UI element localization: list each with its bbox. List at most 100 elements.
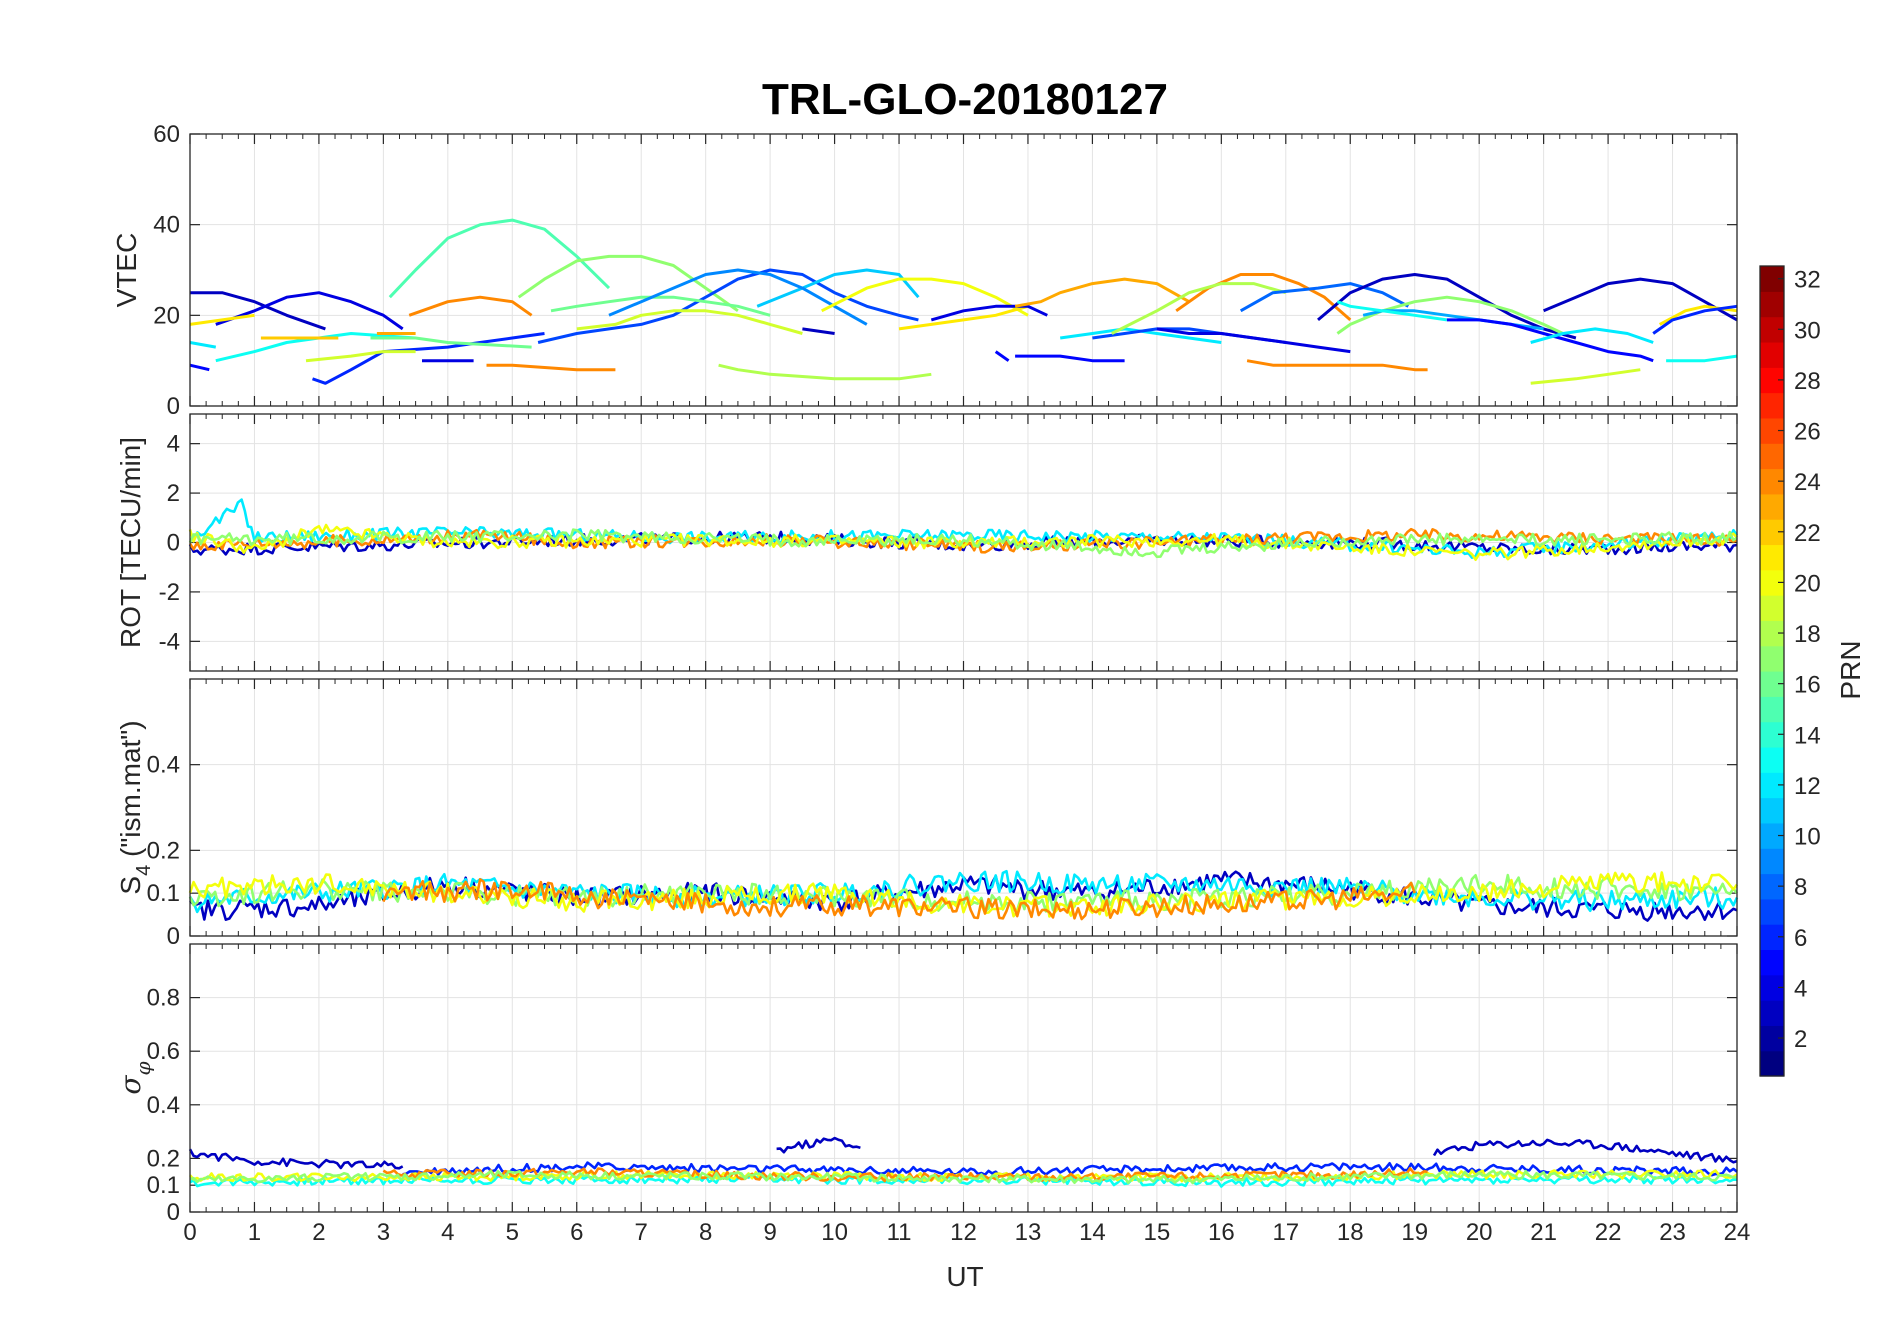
y-tick-label: 0.4 [147, 752, 180, 779]
series-line-prn-12 [189, 341, 217, 349]
colorbar-swatch [1760, 797, 1784, 824]
colorbar-tick-label: 32 [1794, 267, 1821, 294]
series-line-prn-21 [898, 304, 1029, 331]
x-tick-label: 2 [312, 1219, 325, 1246]
series-line-prn-5 [1015, 354, 1125, 363]
series-line-prn-17 [517, 254, 739, 313]
series-line-prn-20 [821, 277, 1029, 317]
panel-rot: -4 -2 0 2 4 ROT [TECU/min] [115, 413, 1739, 672]
colorbar-swatch [1760, 493, 1784, 520]
y-tick-label: 0.1 [147, 880, 180, 907]
series-line-prn-17 [188, 873, 1739, 913]
series-line-prn-17 [189, 1169, 1738, 1185]
x-tick-label: 17 [1272, 1219, 1299, 1246]
x-tick-label: 0 [183, 1219, 196, 1246]
x-tick-label: 5 [506, 1219, 519, 1246]
y-tick-label: 40 [153, 212, 180, 239]
colorbar-tick-label: 18 [1794, 621, 1821, 648]
series-line-prn-3 [802, 327, 835, 335]
series-line-prn-24 [382, 1167, 1428, 1183]
colorbar-swatch [1760, 392, 1784, 419]
colorbar-swatch [1760, 848, 1784, 875]
series-line-prn-4 [1156, 327, 1351, 354]
series-line-prn-13 [1666, 354, 1738, 363]
chart-title: TRL-GLO-20180127 [762, 75, 1168, 124]
series-line-prn-17 [1336, 295, 1564, 335]
colorbar-swatch [1760, 696, 1784, 723]
y-tick-label: 0 [167, 530, 180, 557]
colorbar-tick-label: 22 [1794, 520, 1821, 547]
x-tick-label: 13 [1015, 1219, 1042, 1246]
series-line-prn-17 [188, 528, 1738, 559]
x-tick-label: 1 [248, 1219, 261, 1246]
x-tick-label: 11 [887, 1219, 912, 1246]
colorbar-swatch [1760, 898, 1784, 925]
series-line-prn-5 [994, 350, 1010, 362]
y-axis-label-sigma_phi: σφ [114, 1061, 155, 1094]
colorbar-tick-label: 8 [1794, 874, 1807, 901]
colorbar-tick-label: 6 [1794, 925, 1807, 952]
x-tick-label: 20 [1466, 1219, 1493, 1246]
y-tick-label: 0 [167, 1199, 180, 1226]
colorbar-frame [1759, 265, 1785, 1077]
colorbar-tick-label: 26 [1794, 419, 1821, 446]
series-line-prn-13 [189, 1174, 1738, 1188]
x-tick-label: 23 [1659, 1219, 1686, 1246]
x-tick-label: 8 [699, 1219, 712, 1246]
y-tick-label: 20 [153, 302, 180, 329]
colorbar-tick-label: 24 [1794, 469, 1821, 496]
y-tick-label: 4 [167, 431, 180, 458]
y-tick-label: 2 [167, 480, 180, 507]
y-axis-label-rot: ROT [TECU/min] [115, 437, 146, 648]
y-tick-label: 0 [167, 393, 180, 420]
series-line-prn-24 [408, 295, 533, 317]
colorbar-swatch [1760, 1050, 1784, 1077]
series-line-prn-6 [402, 1161, 1738, 1177]
colorbar-swatch [1760, 443, 1784, 470]
series-line-prn-13 [215, 332, 416, 363]
y-tick-label: -4 [159, 628, 180, 655]
y-tick-label: 0.2 [147, 837, 180, 864]
series-line-prn-19 [1530, 368, 1641, 385]
colorbar-swatch [1760, 544, 1784, 571]
colorbar-swatch [1760, 341, 1784, 368]
x-tick-label: 22 [1595, 1219, 1622, 1246]
series-line-prn-5 [189, 363, 210, 372]
series-line-prn-3 [776, 1136, 861, 1154]
colorbar-tick-label: 16 [1794, 672, 1821, 699]
y-tick-label: 0.2 [147, 1145, 180, 1172]
x-tick-label: 12 [950, 1219, 977, 1246]
colorbar-swatch [1760, 291, 1784, 318]
colorbar-swatch [1760, 595, 1784, 621]
x-tick-label: 15 [1144, 1219, 1171, 1246]
colorbar-tick-label: 30 [1794, 317, 1821, 344]
x-tick-label: 9 [763, 1219, 776, 1246]
colorbar-tick-label: 14 [1794, 722, 1821, 749]
series-line-prn-23 [1014, 277, 1190, 308]
series-line-prn-19 [305, 350, 416, 363]
series-line-prn-3 [188, 1148, 404, 1170]
series-line-prn-18 [718, 363, 932, 381]
series-line-prn-4 [215, 291, 404, 331]
series-line-prn-24 [1246, 359, 1428, 372]
series-line-prn-20 [188, 871, 1739, 918]
series-line-prn-3 [1543, 277, 1738, 322]
y-tick-label: -2 [159, 579, 180, 606]
panel-sigma-phi: 00.10.2 0.4 0.6 0.8 σφ [114, 943, 1738, 1226]
series-line-prn-20 [188, 523, 1738, 561]
colorbar-tick-label: 4 [1794, 975, 1807, 1002]
series-line-prn-21 [189, 313, 255, 326]
x-tick-label: 7 [635, 1219, 648, 1246]
colorbar-tick-label: 28 [1794, 368, 1821, 395]
x-tick-label: 21 [1530, 1219, 1557, 1246]
y-axis-label-s4: S4 ("ism.mat") [115, 720, 155, 894]
series-line-prn-15 [388, 218, 611, 299]
x-tick-label: 4 [441, 1219, 454, 1246]
colorbar-swatch [1760, 645, 1784, 672]
x-tick-label: 6 [570, 1219, 583, 1246]
x-tick-label: 3 [377, 1219, 390, 1246]
series-line-prn-9 [608, 268, 868, 326]
series-line-prn-24 [486, 363, 616, 372]
